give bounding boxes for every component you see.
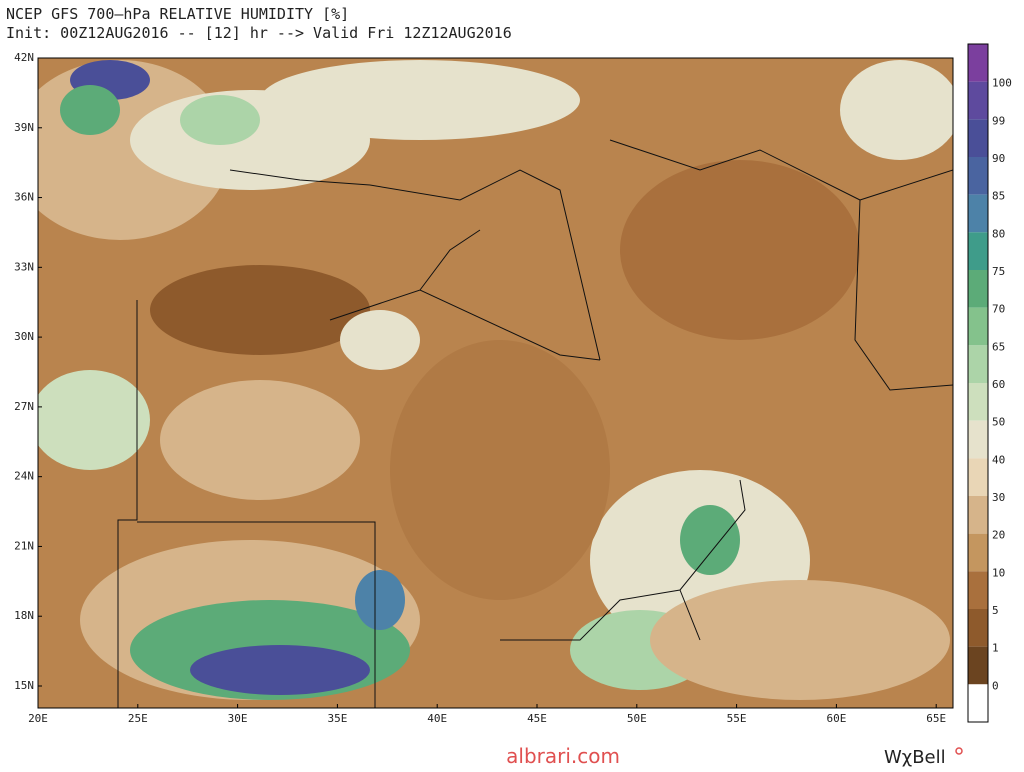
colorbar-label: 40 [992,453,1005,466]
colorbar-swatch [968,307,988,346]
lat-label: 27N [14,400,34,413]
colorbar-swatch [968,458,988,496]
colorbar-label: 5 [992,604,999,617]
colorbar-swatch [968,119,988,157]
colorbar-label: 20 [992,529,1005,542]
lon-label: 20E [28,712,48,725]
colorbar-label: 70 [992,303,1005,316]
colorbar-frame [967,43,989,723]
colorbar-label: 60 [992,378,1005,391]
lon-label: 55E [727,712,747,725]
colorbar-swatch [968,157,988,195]
colorbar-swatch [968,270,988,308]
colorbar-label: 1 [992,642,999,655]
map-frame [37,57,954,709]
colorbar-swatch [968,345,988,383]
lat-label: 21N [14,539,34,552]
lat-label: 33N [14,260,34,273]
brand-dot [955,747,963,755]
colorbar-swatch [968,684,988,722]
colorbar-label: 30 [992,491,1005,504]
lon-label: 25E [128,712,148,725]
colorbar-swatch [968,420,988,459]
colorbar-label: 99 [992,114,1005,127]
colorbar-swatch [968,646,988,685]
lat-label: 24N [14,470,34,483]
colorbar-label: 80 [992,227,1005,240]
lon-label: 65E [926,712,946,725]
brand: WχBell [884,747,946,768]
colorbar-swatch [968,81,988,120]
lat-label: 36N [14,191,34,204]
lat-label: 39N [14,121,34,134]
lat-label: 15N [14,679,34,692]
lon-label: 40E [427,712,447,725]
lon-label: 60E [826,712,846,725]
subtitle: Init: 00Z12AUG2016 -- [12] hr --> Valid … [6,24,512,42]
colorbar-swatch [968,609,988,647]
lon-label: 50E [627,712,647,725]
lon-label: 30E [228,712,248,725]
lon-label: 35E [327,712,347,725]
lat-label: 18N [14,609,34,622]
colorbar-label: 90 [992,152,1005,165]
colorbar-swatch [968,571,988,609]
map [38,58,953,708]
colorbar-swatch [968,383,988,421]
colorbar-label: 50 [992,416,1005,429]
title: NCEP GFS 700—hPa RELATIVE HUMIDITY [%] [6,5,349,23]
colorbar-label: 10 [992,566,1005,579]
colorbar-label: 85 [992,190,1005,203]
lat-label: 42N [14,51,34,64]
lon-label: 45E [527,712,547,725]
colorbar-swatch [968,496,988,534]
lat-label: 30N [14,330,34,343]
colorbar-swatch [968,533,988,572]
colorbar-label: 100 [992,77,1012,90]
colorbar-swatch [968,232,988,270]
watermark: albrari.com [506,744,620,768]
colorbar-swatch [968,194,988,233]
colorbar-label: 65 [992,340,1005,353]
colorbar-label: 75 [992,265,1005,278]
colorbar-label: 0 [992,679,999,692]
colorbar-swatch [968,44,988,82]
